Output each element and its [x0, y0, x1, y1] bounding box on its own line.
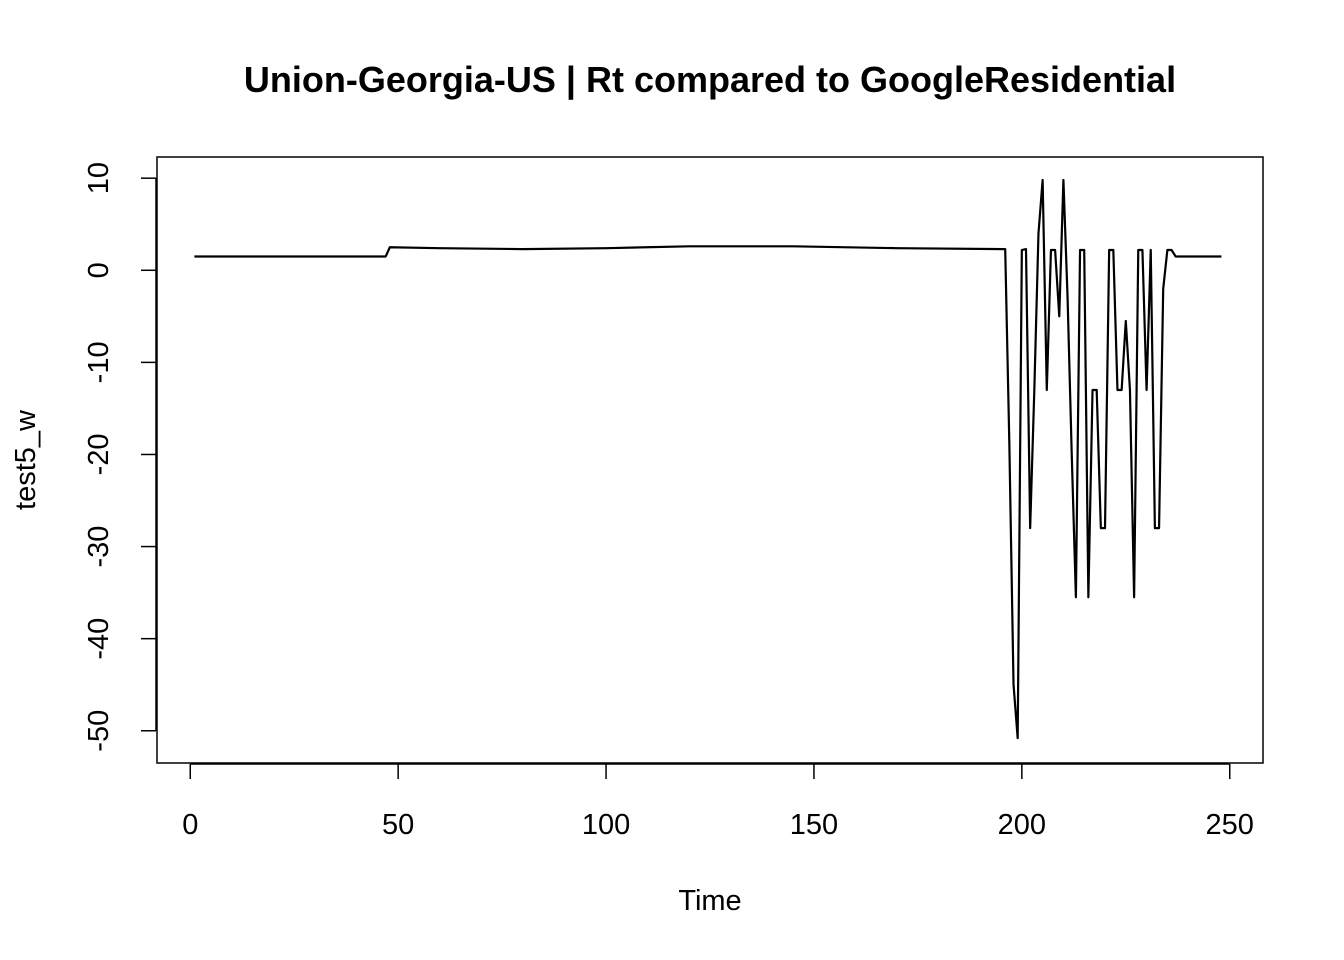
series-line: [194, 178, 1222, 740]
x-tick-label: 0: [182, 809, 198, 841]
y-tick-label: -20: [83, 434, 115, 476]
plot-frame: [156, 156, 1264, 764]
y-tick-label: -50: [83, 710, 115, 752]
chart-title: Union-Georgia-US | Rt compared to Google…: [244, 59, 1176, 101]
x-tick-label: 100: [582, 809, 630, 841]
x-tick-label: 200: [998, 809, 1046, 841]
y-tick-label: 10: [83, 162, 115, 194]
y-axis-label: test5_w: [10, 409, 42, 510]
x-tick-label: 50: [382, 809, 414, 841]
x-axis: 0 50 100 150 200 250: [182, 763, 1254, 841]
x-axis-label: Time: [678, 885, 741, 917]
y-tick-label: 0: [83, 262, 115, 278]
y-tick-label: -30: [83, 526, 115, 568]
y-axis: 10 0 -10 -20 -30 -40 -50: [83, 162, 157, 752]
y-tick-label: -10: [83, 341, 115, 383]
series-group: [194, 178, 1222, 740]
y-tick-label: -40: [83, 618, 115, 660]
x-tick-label: 150: [790, 809, 838, 841]
x-tick-label: 250: [1206, 809, 1254, 841]
